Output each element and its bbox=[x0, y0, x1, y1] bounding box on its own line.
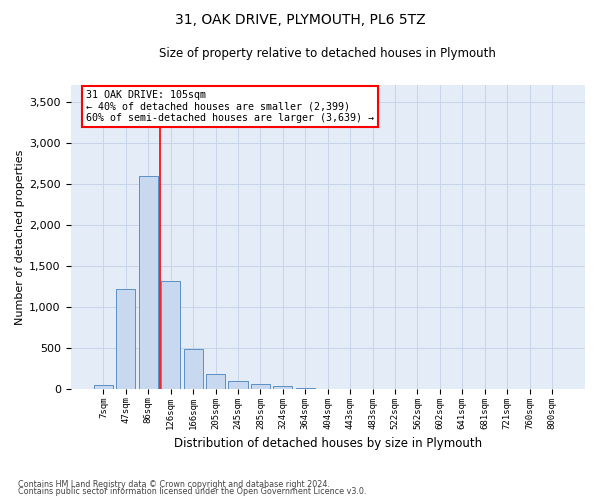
Bar bbox=[206, 374, 225, 389]
X-axis label: Distribution of detached houses by size in Plymouth: Distribution of detached houses by size … bbox=[173, 437, 482, 450]
Text: Contains public sector information licensed under the Open Government Licence v3: Contains public sector information licen… bbox=[18, 488, 367, 496]
Bar bbox=[229, 381, 248, 389]
Title: Size of property relative to detached houses in Plymouth: Size of property relative to detached ho… bbox=[160, 48, 496, 60]
Bar bbox=[139, 176, 158, 389]
Bar bbox=[161, 282, 180, 389]
Text: 31 OAK DRIVE: 105sqm
← 40% of detached houses are smaller (2,399)
60% of semi-de: 31 OAK DRIVE: 105sqm ← 40% of detached h… bbox=[86, 90, 374, 123]
Bar bbox=[116, 288, 136, 389]
Bar bbox=[184, 348, 203, 389]
Bar bbox=[251, 384, 270, 389]
Y-axis label: Number of detached properties: Number of detached properties bbox=[15, 150, 25, 324]
Bar bbox=[274, 386, 292, 389]
Bar bbox=[94, 384, 113, 389]
Text: Contains HM Land Registry data © Crown copyright and database right 2024.: Contains HM Land Registry data © Crown c… bbox=[18, 480, 330, 489]
Text: 31, OAK DRIVE, PLYMOUTH, PL6 5TZ: 31, OAK DRIVE, PLYMOUTH, PL6 5TZ bbox=[175, 12, 425, 26]
Bar bbox=[296, 388, 315, 389]
